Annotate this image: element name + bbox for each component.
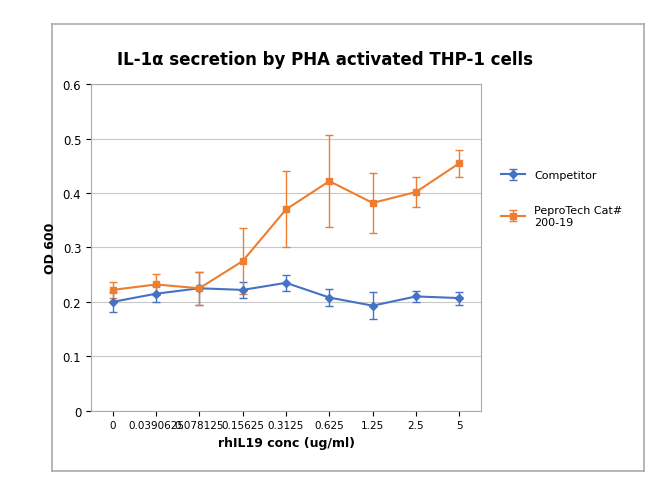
X-axis label: rhIL19 conc (ug/ml): rhIL19 conc (ug/ml)	[218, 436, 354, 449]
Legend: Competitor, PeproTech Cat#
200-19: Competitor, PeproTech Cat# 200-19	[497, 167, 627, 231]
Text: IL-1α secretion by PHA activated THP-1 cells: IL-1α secretion by PHA activated THP-1 c…	[117, 51, 533, 69]
Y-axis label: OD 600: OD 600	[44, 222, 57, 274]
